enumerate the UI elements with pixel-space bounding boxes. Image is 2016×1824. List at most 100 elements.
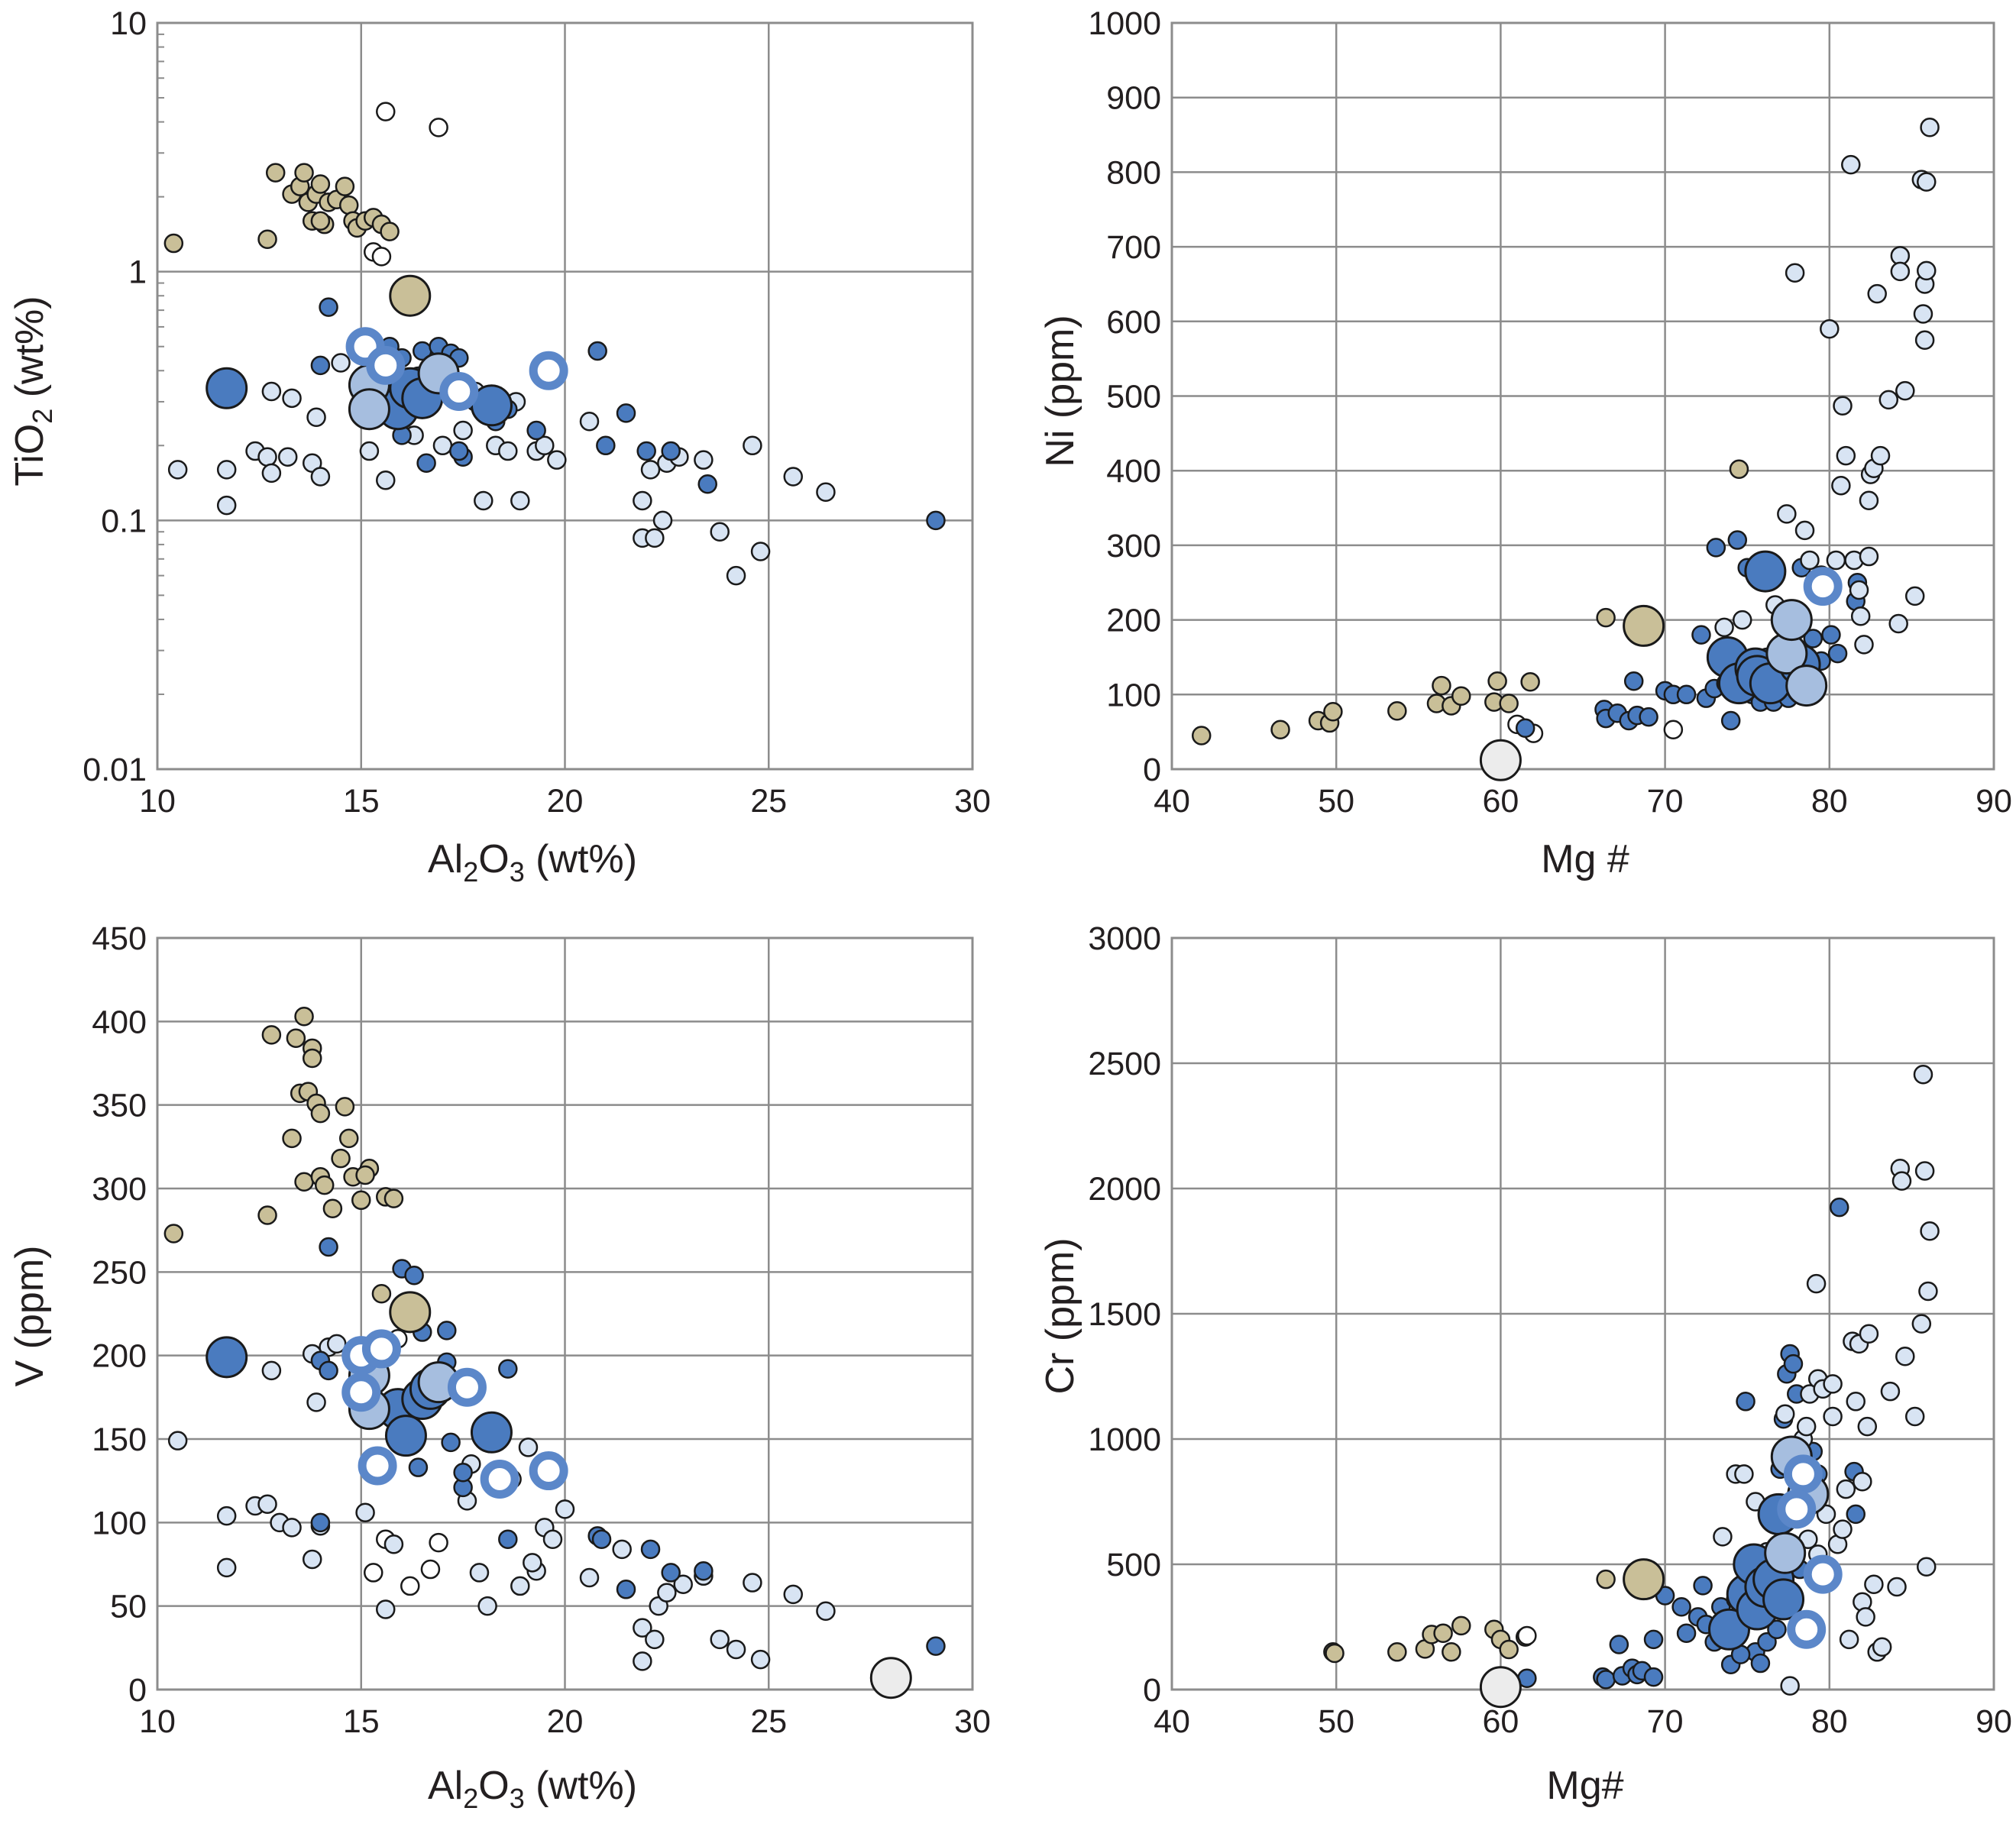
data-point [1515,718,1535,739]
data-point [338,195,359,215]
data-point [277,447,298,467]
data-point [596,435,616,456]
data-point [306,407,326,427]
data-point [1864,1574,1884,1594]
data-point [1767,1619,1787,1640]
data-point [1859,490,1879,511]
data-point [636,441,656,461]
y-axis-title: Cr (ppm) [1038,1237,1082,1394]
data-point [1857,1416,1878,1437]
data-point [216,460,237,480]
data-point [420,1559,441,1580]
data-point [1895,1347,1915,1366]
data-point [361,1329,401,1369]
data-point [1770,599,1813,642]
data-point [376,102,396,121]
data-point [1777,504,1797,524]
data-point [335,1097,355,1117]
x-tick-label: 60 [1482,783,1519,820]
data-point [1917,172,1937,192]
y-tick-label: 0.1 [101,503,147,539]
data-point [1785,665,1828,707]
data-point [1780,1676,1800,1696]
data-point [1451,686,1471,707]
data-point [470,1411,513,1454]
data-point [358,1446,397,1486]
data-point [310,1103,331,1124]
data-point [1270,720,1290,739]
data-point [376,471,396,490]
data-point [1775,1404,1795,1424]
data-point [331,353,351,373]
data-point [163,1224,184,1243]
data-point [1911,1314,1932,1334]
data-point [1623,604,1665,647]
data-point [1596,1670,1616,1690]
data-point [1643,1667,1664,1687]
data-point [216,495,237,516]
data-point [1920,1221,1940,1241]
data-point [1913,1065,1933,1085]
data-point [1639,707,1658,727]
data-point [1917,260,1937,281]
data-point [926,510,946,531]
data-point [335,176,355,196]
y-tick-label: 300 [1106,528,1161,564]
data-point [282,388,302,409]
data-point [750,542,771,561]
data-point [510,490,530,511]
data-point [429,118,448,137]
data-point [1917,1557,1937,1577]
data-point [371,1284,392,1304]
data-point [439,371,479,411]
y-tick-label: 350 [92,1088,147,1124]
data-point [1693,1576,1713,1596]
data-point [657,1583,677,1602]
data-point [282,1518,302,1538]
data-point [1785,263,1805,283]
data-point [1853,1472,1872,1492]
panel-ni-vs-mg: 40 50 60 70 80 900100200300400500600700800900… [1038,5,2012,881]
data-point [1904,586,1925,606]
data-point [302,1549,322,1570]
data-point [1827,643,1848,664]
x-tick-label: 25 [750,1703,787,1740]
data-point [783,467,804,487]
data-point [1891,1171,1912,1191]
data-point [1479,739,1522,781]
data-point [1787,1609,1827,1649]
data-point [1803,629,1823,648]
data-point [1803,1554,1843,1594]
data-point [331,1148,351,1169]
data-point [261,1360,282,1381]
data-point [661,1563,681,1583]
data-point [1479,1666,1522,1709]
data-point [1727,530,1748,550]
data-point [1706,538,1726,558]
data-point [1764,1531,1807,1574]
data-point [319,1360,338,1381]
y-tick-label: 200 [92,1338,147,1375]
y-tick-label: 600 [1106,304,1161,341]
data-point [526,420,546,441]
y-axis-title: TiO2 (wt%) [8,296,58,486]
data-point [1821,625,1841,645]
data-point [282,1128,302,1149]
data-point [257,229,277,249]
data-point [310,1512,331,1533]
y-tick-label: 700 [1106,229,1161,266]
y-tick-label: 0 [1143,752,1161,788]
data-point [523,1553,542,1573]
x-tick-label: 50 [1318,1703,1354,1740]
data-point [1609,1635,1629,1654]
y-tick-label: 200 [1106,603,1161,639]
data-point [710,1629,730,1650]
x-tick-label: 15 [343,1703,380,1740]
data-point [498,1529,518,1549]
y-tick-label: 400 [92,1004,147,1040]
data-point [216,1505,237,1526]
data-point [555,1499,575,1519]
data-point [1904,1406,1925,1427]
x-tick-label: 90 [1976,783,2012,820]
data-point [1433,1623,1453,1643]
